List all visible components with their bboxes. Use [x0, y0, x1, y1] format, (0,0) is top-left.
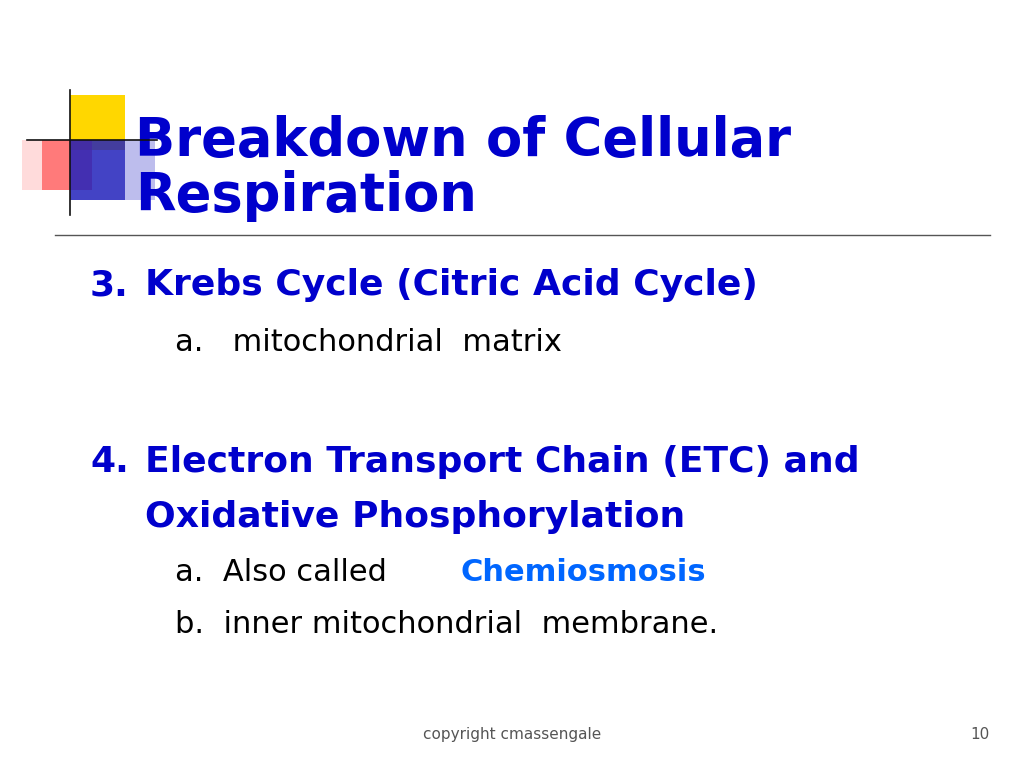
Bar [22, 140, 42, 190]
Text: 4.: 4. [90, 445, 129, 479]
Text: copyright cmassengale: copyright cmassengale [423, 727, 601, 742]
Text: 3.: 3. [90, 268, 129, 302]
Text: Krebs Cycle (Citric Acid Cycle): Krebs Cycle (Citric Acid Cycle) [145, 268, 758, 302]
Bar [70, 140, 125, 200]
Bar [125, 140, 155, 200]
Text: Breakdown of Cellular: Breakdown of Cellular [135, 115, 791, 167]
Text: a.   mitochondrial  matrix: a. mitochondrial matrix [175, 328, 562, 357]
Text: 10: 10 [971, 727, 990, 742]
Text: Electron Transport Chain (ETC) and: Electron Transport Chain (ETC) and [145, 445, 859, 479]
Text: a.  Also called: a. Also called [175, 558, 396, 587]
Bar [70, 95, 125, 150]
Text: Respiration: Respiration [135, 170, 477, 222]
Text: Chemiosmosis: Chemiosmosis [461, 558, 707, 587]
Text: b.  inner mitochondrial  membrane.: b. inner mitochondrial membrane. [175, 610, 718, 639]
Text: Oxidative Phosphorylation: Oxidative Phosphorylation [145, 500, 685, 534]
Bar [42, 140, 92, 190]
